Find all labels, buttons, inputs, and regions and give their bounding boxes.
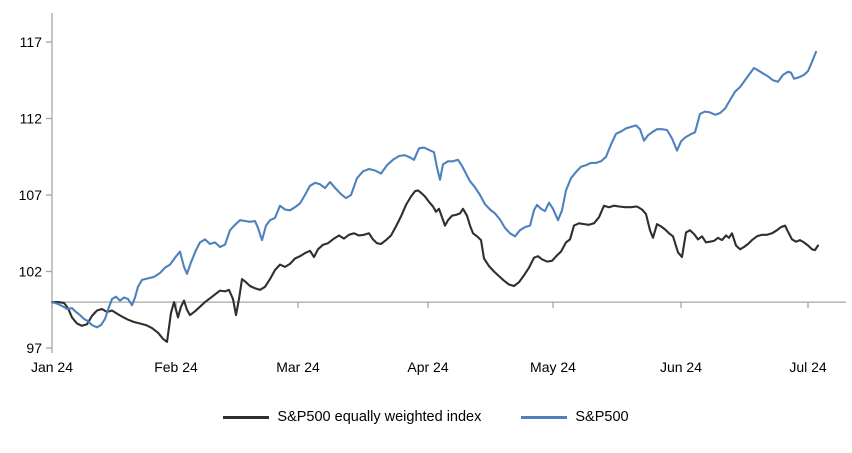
- x-tick-label: May 24: [530, 359, 576, 375]
- y-tick-label: 97: [26, 340, 42, 356]
- x-tick-label: Feb 24: [154, 359, 198, 375]
- legend-label-equal-weight: S&P500 equally weighted index: [277, 409, 482, 425]
- equal-weight-line-swatch: [223, 415, 270, 419]
- legend-label-sp500: S&P500: [575, 409, 629, 425]
- x-tick-label: Jan 24: [31, 359, 73, 375]
- y-axis-ticks: [46, 41, 52, 349]
- y-tick-label: 102: [19, 264, 43, 280]
- x-axis-labels: Jan 24 Feb 24 Mar 24 Apr 24 May 24 Jun 24 Jul …: [31, 359, 827, 375]
- series-equal-weight-line: [50, 189, 820, 343]
- x-tick-label: Jul 24: [789, 359, 827, 375]
- legend-item-equal-weight: S&P500 equally weighted index: [223, 409, 481, 425]
- chart-legend: S&P500 equally weighted index S&P500: [0, 409, 852, 425]
- y-axis-labels: 97 102 107 112 117: [19, 34, 43, 356]
- x-tick-label: Jun 24: [660, 359, 702, 375]
- legend-item-sp500: S&P500: [521, 409, 629, 425]
- x-tick-label: Mar 24: [276, 359, 320, 375]
- y-tick-label: 112: [20, 111, 43, 127]
- y-tick-label: 117: [20, 34, 43, 50]
- sp500-line-swatch: [521, 415, 568, 419]
- y-tick-label: 107: [19, 187, 43, 203]
- x-axis-ticks: [51, 302, 809, 309]
- series-sp500-line: [50, 50, 818, 329]
- x-tick-label: Apr 24: [407, 359, 448, 375]
